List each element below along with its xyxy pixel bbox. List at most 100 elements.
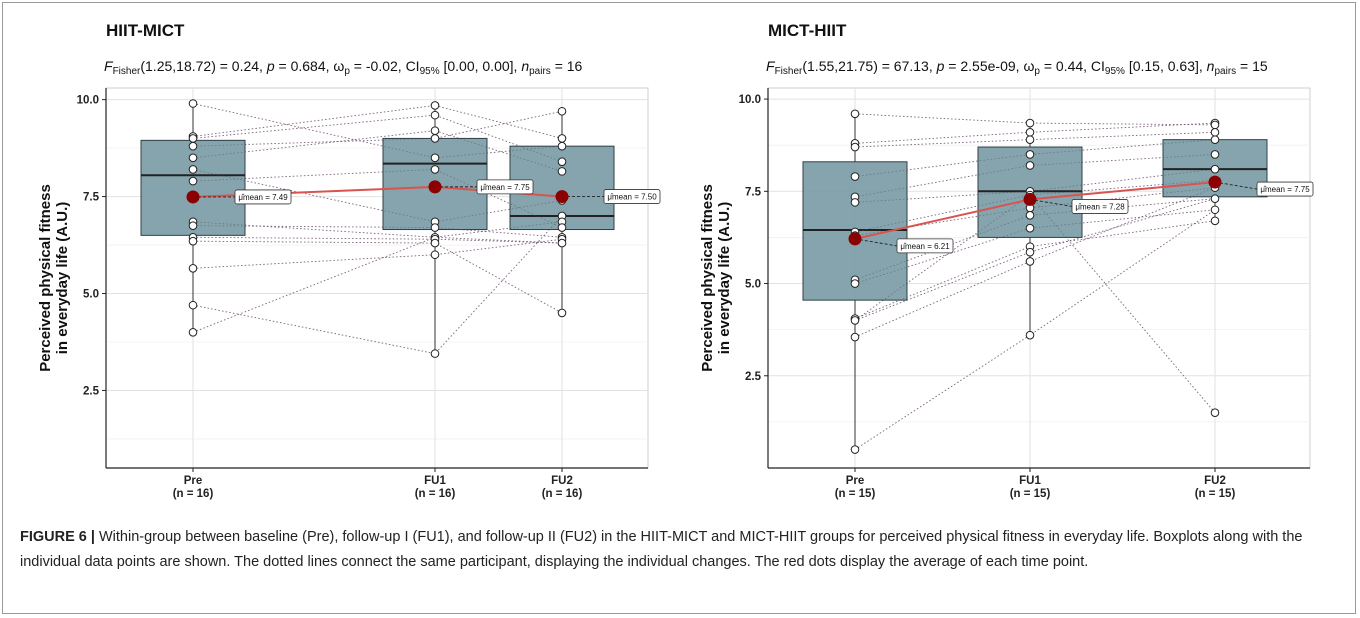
data-point [1025,150,1035,159]
data-point [188,99,198,108]
data-point [850,109,860,119]
x-tick-n-label: (n = 16) [542,488,583,500]
data-point [430,165,440,174]
participant-line-overlay [192,114,563,163]
mean-label: μ̂mean = 7.75 [1260,185,1310,194]
data-point [557,106,567,116]
mean-label-connector [1214,181,1258,190]
data-point [1210,120,1220,130]
x-tick-label: FU1 [424,475,446,487]
participant-line-overlay [192,169,563,223]
data-point [1025,247,1035,257]
mean-label-box [476,179,534,195]
mean-label-connector [854,238,898,247]
data-point [430,238,440,248]
participant-line-overlay [854,187,1216,338]
y-tick-label: 7.5 [745,186,762,198]
mean-point [555,190,569,204]
stats-line: FFisher(1.25,18.72) = 0.24, p = 0.684, ω… [104,58,583,77]
data-point [557,167,567,176]
x-tick-label: Pre [184,475,203,487]
data-point [188,165,198,174]
data-point [188,300,198,310]
data-point [188,134,198,143]
data-point [1025,223,1035,233]
data-point [188,153,198,163]
mean-label: μ̂mean = 7.49 [238,193,288,202]
participant-line-overlay [192,236,563,244]
data-point [557,308,567,318]
data-point [1210,216,1220,226]
data-point [430,110,440,120]
x-tick-label: FU2 [1204,475,1226,487]
chart-title: MICT-HIIT [768,21,847,40]
mean-label-box [896,238,954,254]
data-point [850,172,860,181]
y-tick-label: 5.0 [745,279,761,291]
participant-line-overlay [192,215,563,354]
data-point [850,445,860,454]
data-point [850,316,860,325]
data-point [850,198,860,207]
data-point [430,153,440,163]
mean-point [186,190,200,204]
data-point [430,126,440,135]
mean-label: μ̂mean = 6.21 [900,242,950,251]
data-point [188,141,198,151]
data-point [1210,164,1220,174]
data-point [1210,408,1220,417]
mean-label-box [234,189,292,205]
caption-text: Within-group between baseline (Pre), fol… [20,529,1303,570]
y-tick-label: 7.5 [83,192,100,204]
data-point [188,236,198,246]
data-point [557,238,567,248]
x-tick-n-label: (n = 15) [835,488,876,500]
data-point [1025,330,1035,340]
y-axis-label: Perceived physical fitnessin everyday li… [699,184,733,372]
y-tick-label: 10.0 [739,94,761,106]
data-point [1210,194,1220,203]
caption-label: FIGURE 6 | [20,529,95,545]
mean-label-box [603,189,661,204]
mean-point [1023,192,1037,206]
data-point [557,134,567,143]
data-point [1210,127,1220,137]
data-point [557,157,567,166]
mean-label-box [1071,199,1129,214]
data-point [557,223,567,232]
data-point [188,264,198,273]
x-tick-n-label: (n = 15) [1195,488,1236,500]
data-point [1210,150,1220,159]
stats-line: FFisher(1.55,21.75) = 67.13, p = 2.55e-0… [766,58,1268,77]
mean-label: μ̂mean = 7.50 [607,193,657,202]
mean-label: μ̂mean = 7.75 [480,183,530,192]
data-point [1025,257,1035,266]
data-point [1210,135,1220,144]
figure-caption: FIGURE 6 | Within-group between baseline… [20,525,1340,575]
data-point [430,250,440,260]
data-point [850,279,860,288]
x-tick-n-label: (n = 16) [173,488,214,500]
participant-line-overlay [192,225,563,238]
data-point [850,142,860,152]
y-tick-label: 10.0 [77,95,99,107]
data-point [430,134,440,143]
x-tick-label: FU2 [551,475,573,487]
mean-label: μ̂mean = 7.28 [1075,202,1125,211]
data-point [850,332,860,342]
data-point [1025,127,1035,137]
data-point [430,223,440,232]
data-point [188,327,198,337]
mean-point [1208,175,1222,189]
data-point [1025,118,1035,128]
mean-label-box [1256,181,1314,197]
participant-line-overlay [854,209,1216,284]
y-tick-label: 5.0 [83,289,99,301]
y-axis-label: Perceived physical fitnessin everyday li… [37,184,71,372]
data-point [1025,135,1035,144]
data-point [430,101,440,110]
x-tick-label: Pre [846,475,865,487]
mean-point [848,232,862,246]
data-point [430,349,440,358]
